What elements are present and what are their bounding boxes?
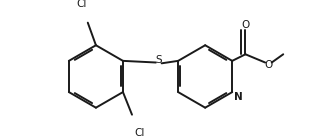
Text: O: O xyxy=(264,60,273,70)
Text: Cl: Cl xyxy=(134,128,145,138)
Text: N: N xyxy=(235,92,243,102)
Text: S: S xyxy=(155,55,162,65)
Text: Cl: Cl xyxy=(76,0,86,9)
Text: O: O xyxy=(241,20,250,30)
